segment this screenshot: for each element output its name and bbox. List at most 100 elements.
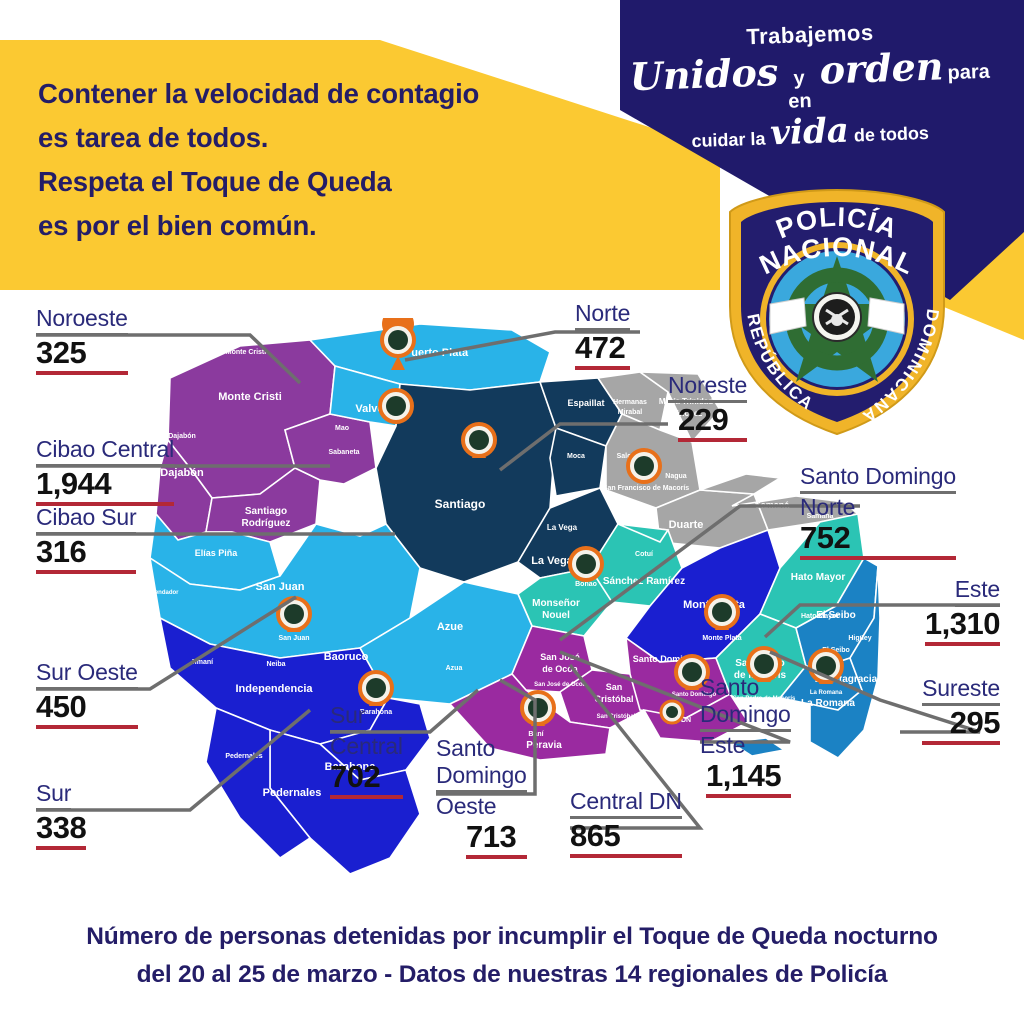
leader-sd-este	[559, 650, 791, 744]
region-label-cibao-sur[interactable]: Cibao Sur 316	[36, 504, 137, 574]
region-name-sur-oeste: Sur Oeste	[36, 659, 138, 690]
region-name-sd-norte-2: Norte	[800, 494, 856, 520]
maplabel-sjo-city: San José de Ocoa	[534, 682, 586, 688]
pin-santiago[interactable]	[461, 422, 497, 458]
maplabel-monsenor-nouel-1: Monseñor	[532, 598, 580, 609]
region-label-sd-norte[interactable]: Santo Domingo Norte 752	[800, 463, 956, 560]
leader-norte	[404, 330, 640, 362]
value-underline-noroeste	[36, 371, 128, 375]
pin-santo-domingo[interactable]	[674, 654, 710, 690]
region-label-noroeste[interactable]: Noroeste 325	[36, 305, 128, 375]
region-label-sur-central[interactable]: Sur Central 702	[330, 702, 403, 799]
badge-ribbon-left	[769, 297, 807, 335]
region-label-sureste[interactable]: Sureste 295	[922, 675, 1001, 745]
region-name-sur: Sur	[36, 780, 71, 811]
province-hermanas-mirabal	[596, 371, 669, 432]
province-cotui	[617, 523, 670, 543]
maplabel-duarte: Duarte	[669, 519, 704, 531]
leader-central-dn	[568, 663, 704, 830]
headline-line-3: Respeta el Toque de Queda	[38, 166, 392, 197]
maplabel-santiago: Santiago	[435, 497, 486, 511]
value-underline-cibao-central	[36, 502, 175, 506]
region-value-sd-norte: 752	[800, 520, 851, 555]
pin-san-pedro-de-macoris[interactable]	[746, 646, 782, 682]
value-underline-norte	[575, 366, 631, 370]
region-label-sd-este[interactable]: Santo Domingo Este 1,145	[700, 674, 791, 798]
slogan-unidos: Unidos	[628, 49, 779, 100]
region-label-noreste[interactable]: Noreste 229	[668, 372, 747, 442]
region-value-noreste: 229	[678, 402, 729, 437]
maplabel-elias-pina: Elías Piña	[195, 548, 239, 558]
pin-mao[interactable]	[378, 388, 414, 424]
leader-sd-oeste	[436, 678, 537, 796]
region-name-sd-norte-1: Santo Domingo	[800, 463, 956, 494]
pin-distrito-nacional[interactable]	[659, 699, 685, 725]
badge-gold-ring	[760, 242, 914, 396]
region-value-cibao-central: 1,944	[36, 466, 112, 501]
region-name-sd-oeste-3: Oeste	[436, 793, 497, 819]
maplabel-la-vega: La Vega	[531, 555, 573, 567]
maplabel-sabaneta: Sabaneta	[328, 449, 359, 456]
region-name-sd-este-2: Domingo	[700, 701, 791, 732]
pin-san-francisco-de-macoris[interactable]	[626, 448, 662, 484]
leader-sur	[36, 708, 312, 812]
maplabel-espaillat: Espaillat	[567, 398, 604, 408]
maplabel-peravia: Peravia	[526, 740, 562, 751]
maplabel-la-altagracia: La Altagracia	[815, 674, 878, 685]
pin-monte-plata[interactable]	[704, 594, 740, 630]
maplabel-san-jose-de-ocoa-2: de Ocoa	[542, 664, 579, 674]
maplabel-comendador: Comendador	[141, 590, 179, 596]
region-name-sureste: Sureste	[922, 675, 1000, 706]
region-name-sur-central-2: Central	[330, 733, 403, 759]
region-name-noreste: Noreste	[668, 372, 747, 403]
region-name-sd-oeste-2: Domingo	[436, 762, 527, 793]
region-label-sur-oeste[interactable]: Sur Oeste 450	[36, 659, 138, 729]
region-name-norte: Norte	[575, 300, 630, 331]
region-value-sur-oeste: 450	[36, 689, 87, 724]
maplabel-santo-domingo-city: Santo Domingo	[672, 692, 717, 698]
maplabel-baoruco: Baoruco	[324, 651, 369, 663]
province-nagua	[699, 473, 783, 495]
leader-noreste	[498, 422, 668, 472]
maplabel-cotui: Cotuí	[635, 551, 654, 558]
region-label-central-dn[interactable]: Central DN 865	[570, 788, 682, 858]
maplabel-dajabon: Dajabón	[160, 467, 204, 479]
pin-barahona[interactable]	[358, 670, 394, 706]
pin-bani[interactable]	[520, 690, 556, 726]
region-name-noroeste: Noroeste	[36, 305, 128, 336]
region-value-sd-oeste: 713	[466, 819, 517, 854]
value-underline-sureste	[922, 741, 1000, 745]
region-value-este: 1,310	[924, 606, 1001, 641]
headline-block: Contener la velocidad de contagio es tar…	[38, 72, 558, 248]
region-label-norte[interactable]: Norte 472	[575, 300, 630, 370]
headline-line-4: es por el bien común.	[38, 210, 317, 241]
pin-bonao[interactable]	[568, 546, 604, 582]
maplabel-monte-cristi: Monte Cristi	[218, 391, 282, 403]
maplabel-santiago-rodriguez-1: Santiago	[245, 506, 287, 517]
region-value-noroeste: 325	[36, 335, 87, 370]
pin-puerto-plata[interactable]	[380, 308, 416, 370]
region-value-norte: 472	[575, 330, 626, 365]
slogan-vida: vida	[769, 110, 850, 154]
maplabel-san-jose-de-ocoa-1: San José	[540, 652, 580, 662]
maplabel-pedernales-city: Pedernales	[225, 753, 262, 760]
maplabel-el-seibo-city: El Seibo	[822, 647, 850, 654]
maplabel-san-cristobal-city: San Cristóbal	[597, 714, 636, 720]
maplabel-dn: DN	[681, 717, 691, 724]
region-label-este[interactable]: Este 1,310	[924, 576, 1001, 646]
maplabel-san-juan-city: San Juan	[278, 635, 309, 642]
headline-line-2: es tarea de todos.	[38, 122, 269, 153]
region-label-sd-oeste[interactable]: Santo Domingo Oeste 713	[436, 735, 527, 859]
value-underline-cibao-sur	[36, 570, 137, 574]
maplabel-barahona: Barahona	[325, 761, 377, 773]
maplabel-la-romana: La Romana	[801, 698, 855, 709]
region-label-cibao-central[interactable]: Cibao Central 1,944	[36, 436, 174, 506]
footer-line-1: Número de personas detenidas por incumpl…	[86, 923, 938, 950]
map-pins	[276, 308, 844, 726]
region-name-sd-este-1: Santo	[700, 674, 760, 700]
badge-ribbon-right	[867, 297, 905, 335]
maplabel-independencia: Independencia	[235, 683, 313, 695]
region-label-sur[interactable]: Sur 338	[36, 780, 87, 850]
region-name-este: Este	[954, 576, 1000, 607]
value-underline-sur-central	[330, 795, 403, 799]
